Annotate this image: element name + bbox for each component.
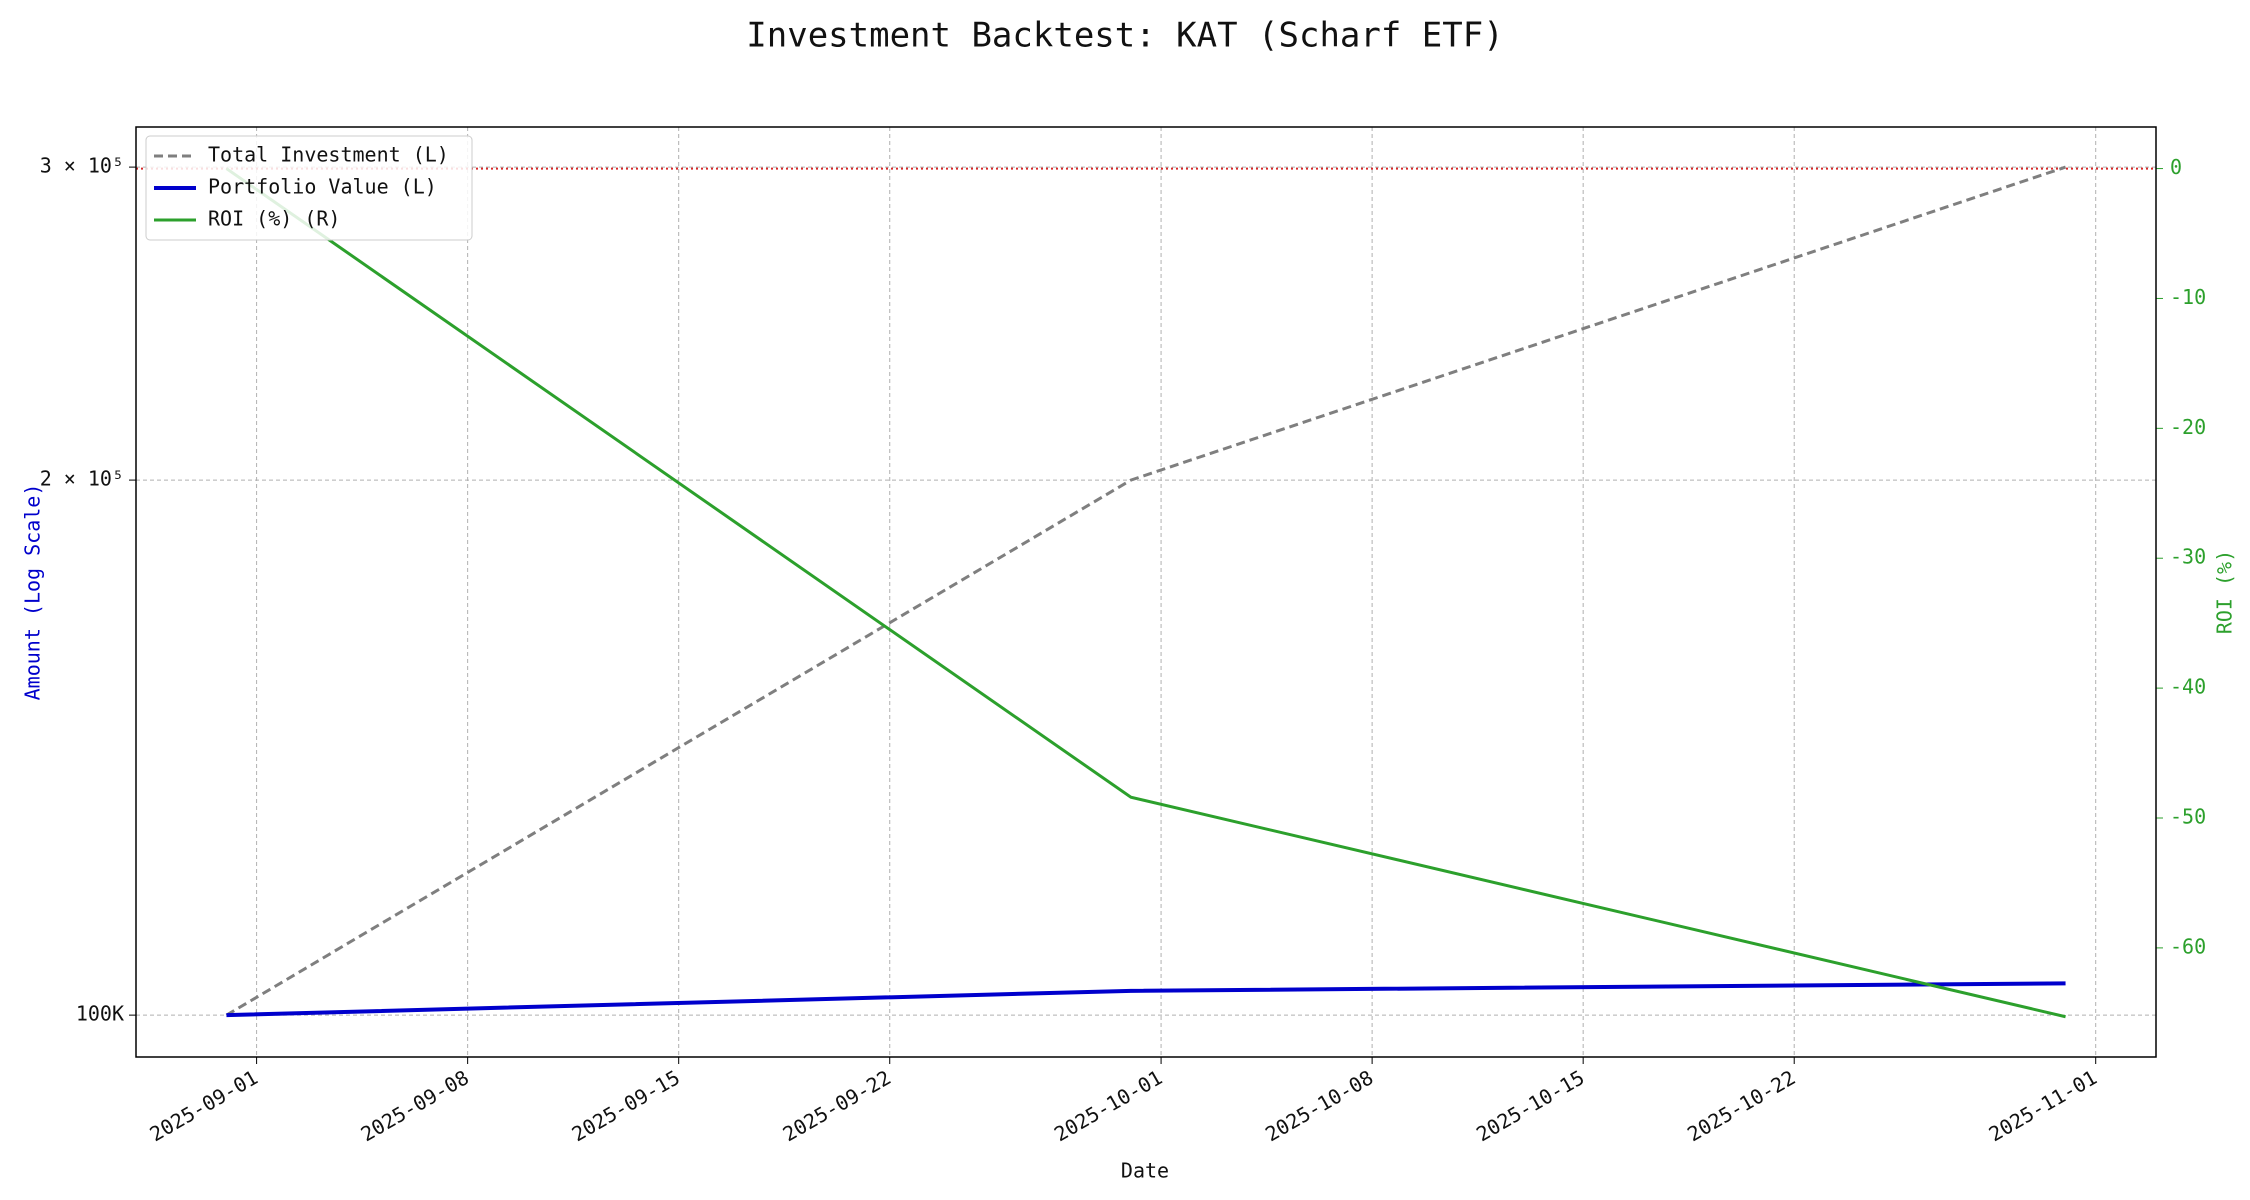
y2-tick-label: 0 [2170, 155, 2182, 179]
legend-label: Total Investment (L) [208, 143, 449, 167]
chart-title: Investment Backtest: KAT (Scharf ETF) [746, 16, 1503, 56]
plot-frame [135, 126, 2157, 1058]
y2-tick-label: -30 [2170, 545, 2206, 569]
x-tick-label: 2025-11-01 [1985, 1065, 2101, 1146]
y2-tick-label: -20 [2170, 415, 2206, 439]
x-tick-label: 2025-10-15 [1472, 1065, 1588, 1146]
x-tick-label: 2025-09-22 [779, 1065, 895, 1146]
x-tick-label: 2025-10-08 [1261, 1065, 1377, 1146]
y-tick-label: 2 × 10⁵ [40, 467, 124, 491]
y2-tick-label: -60 [2170, 934, 2206, 958]
x-tick-label: 2025-09-01 [146, 1065, 262, 1146]
y2-axis-label: ROI (%) [2213, 550, 2237, 634]
series-line [225, 165, 2067, 1017]
legend-label: ROI (%) (R) [208, 207, 340, 231]
series-line [225, 167, 2066, 1019]
y-tick-label: 3 × 10⁵ [40, 154, 124, 178]
legend-label: Portfolio Value (L) [208, 175, 437, 199]
series-line [226, 981, 2066, 1018]
y-tick-label: 100K [76, 1002, 124, 1026]
y-axis-label: Amount (Log Scale) [21, 484, 45, 701]
y2-tick-label: -40 [2170, 675, 2206, 699]
y2-tick-label: -10 [2170, 285, 2206, 309]
x-axis-label: Date [1121, 1159, 1169, 1183]
x-tick-label: 2025-10-01 [1050, 1065, 1166, 1146]
y2-tick-label: -50 [2170, 805, 2206, 829]
x-tick-label: 2025-09-08 [357, 1065, 473, 1146]
x-tick-label: 2025-09-15 [568, 1065, 684, 1146]
x-tick-label: 2025-10-22 [1683, 1065, 1799, 1146]
legend-box [145, 135, 473, 241]
